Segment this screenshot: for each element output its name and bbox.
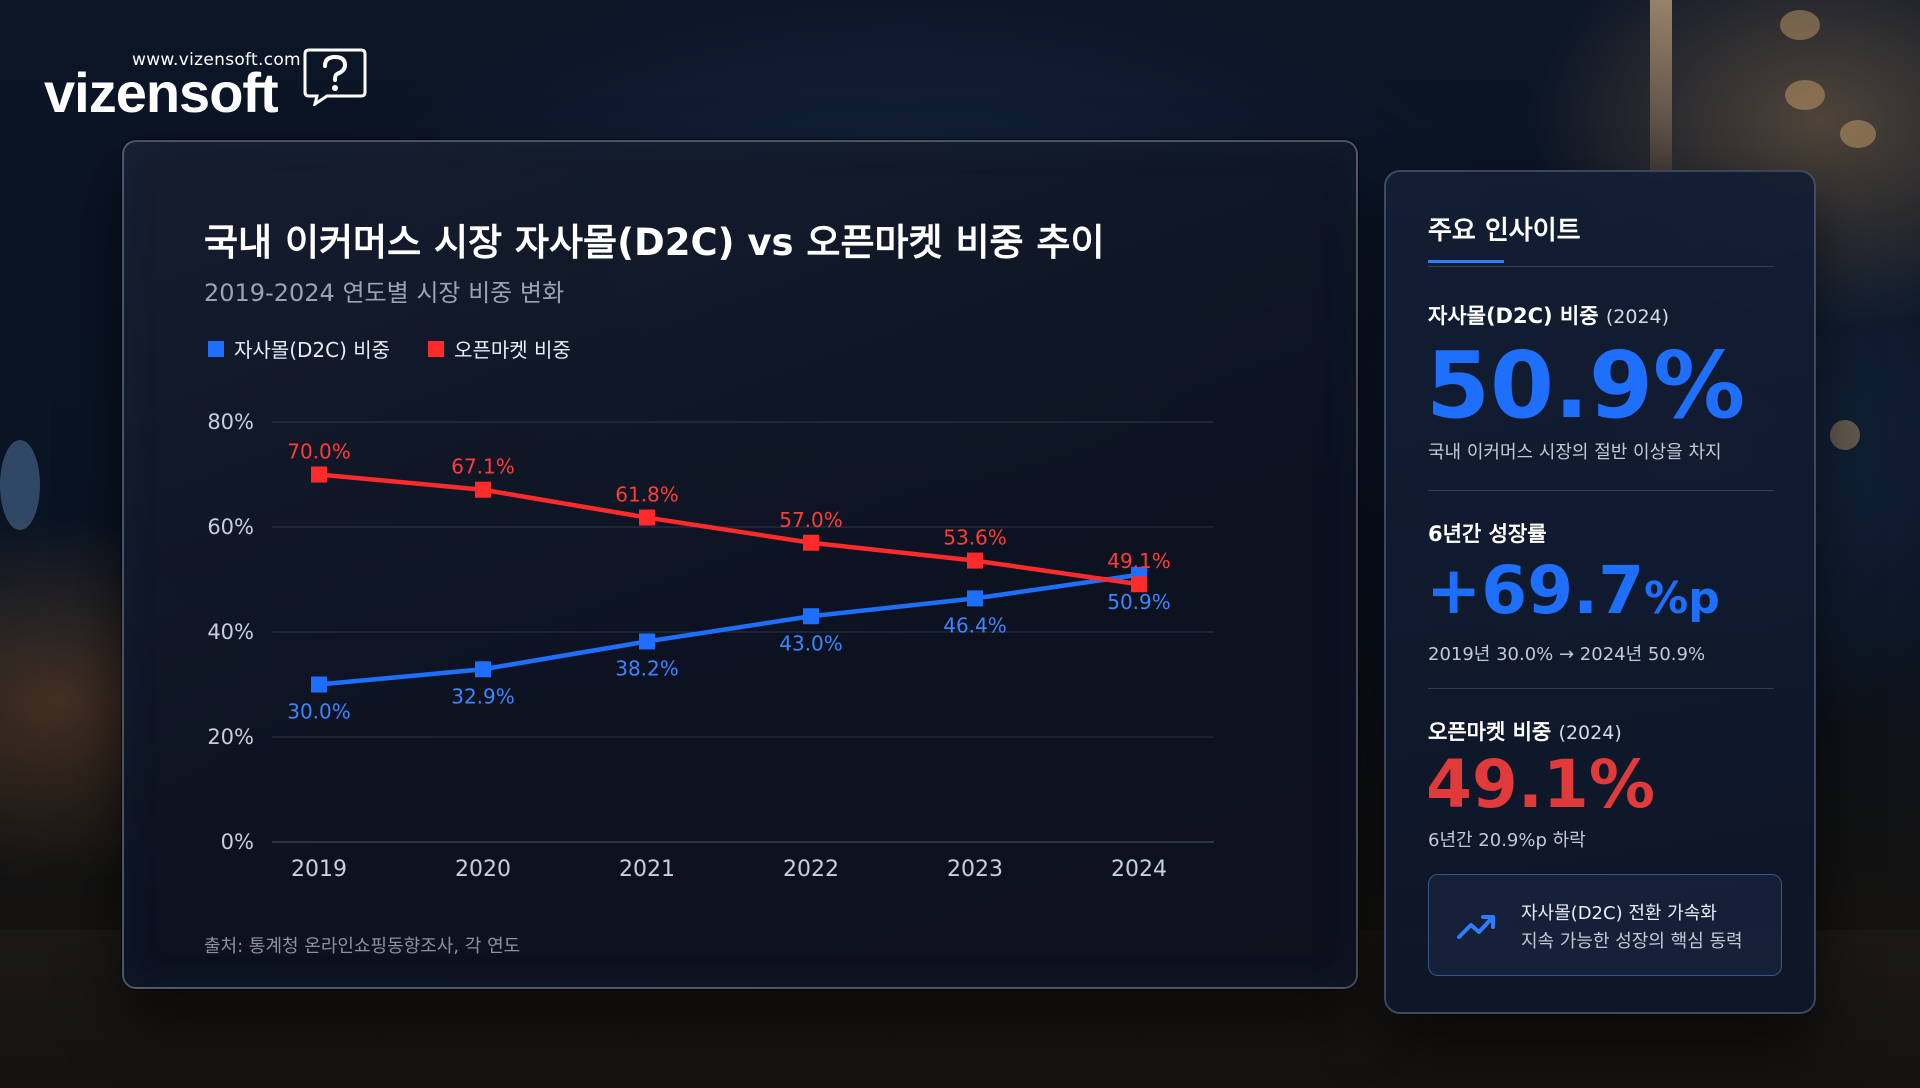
- data-point-marker: [475, 661, 491, 678]
- insight-d2c-desc: 국내 이커머스 시장의 절반 이상을 차지: [1428, 442, 1722, 463]
- data-point-marker: [967, 590, 983, 607]
- data-label: 67.1%: [451, 455, 515, 479]
- data-point-marker: [639, 633, 655, 650]
- data-label: 46.4%: [943, 613, 1007, 637]
- x-tick-label: 2024: [1111, 857, 1167, 882]
- insight-openmarket-desc: 6년간 20.9%p 하락: [1428, 830, 1586, 851]
- x-tick-label: 2021: [619, 857, 675, 882]
- data-point-marker: [803, 534, 819, 551]
- header-accent: [1428, 260, 1504, 263]
- legend-label-openmarket: 오픈마켓 비중: [454, 338, 571, 362]
- brand-logo: www.vizensoft.com vizensoft: [44, 46, 384, 126]
- y-tick-label: 0%: [221, 830, 254, 854]
- data-label: 30.0%: [287, 700, 351, 724]
- data-label: 43.0%: [779, 631, 843, 655]
- background-bokeh: [1840, 120, 1876, 148]
- insights-header: 주요 인사이트: [1428, 216, 1581, 246]
- data-label: 70.0%: [287, 440, 351, 464]
- brand-url: www.vizensoft.com: [132, 50, 301, 70]
- insight-d2c-value: 50.9%: [1426, 332, 1746, 439]
- insights-panel: 주요 인사이트 자사몰(D2C) 비중 (2024) 50.9% 국내 이커머스…: [1384, 170, 1816, 1014]
- insight-d2c-label-year: (2024): [1605, 306, 1670, 328]
- series-line: [318, 572, 1140, 687]
- brand-wordmark: vizensoft: [44, 61, 279, 124]
- data-point-marker: [967, 552, 983, 569]
- chart-title: 국내 이커머스 시장 자사몰(D2C) vs 오픈마켓 비중 추이: [204, 221, 1105, 264]
- legend-label-d2c: 자사몰(D2C) 비중: [234, 338, 391, 362]
- legend-item-d2c: 자사몰(D2C) 비중: [208, 334, 390, 363]
- data-label: 53.6%: [943, 526, 1007, 550]
- data-point-marker: [311, 466, 327, 483]
- y-tick-label: 80%: [207, 410, 254, 434]
- insight-d2c-label: 자사몰(D2C) 비중 (2024): [1428, 300, 1669, 330]
- data-point-marker: [475, 481, 491, 498]
- data-label: 32.9%: [451, 684, 515, 708]
- background-bokeh: [1785, 80, 1825, 110]
- insight-openmarket-value: 49.1%: [1426, 746, 1655, 823]
- insight-growth-desc: 2019년 30.0% → 2024년 50.9%: [1428, 644, 1706, 665]
- data-label: 61.8%: [615, 483, 679, 507]
- background-light-strip: [1650, 0, 1672, 180]
- chart-panel: 국내 이커머스 시장 자사몰(D2C) vs 오픈마켓 비중 추이 2019-2…: [122, 140, 1358, 989]
- y-tick-label: 20%: [207, 725, 254, 749]
- header-divider: [1428, 266, 1774, 267]
- x-tick-label: 2019: [291, 857, 347, 882]
- y-tick-label: 60%: [207, 515, 254, 539]
- data-label: 49.1%: [1107, 549, 1171, 573]
- data-label: 38.2%: [615, 656, 679, 680]
- question-bubble-icon: [303, 48, 367, 106]
- data-point-marker: [639, 509, 655, 526]
- insight-openmarket-label: 오픈마켓 비중 (2024): [1428, 716, 1622, 746]
- chart-subtitle: 2019-2024 연도별 시장 비중 변화: [204, 279, 565, 307]
- y-tick-label: 40%: [207, 620, 254, 644]
- insight-callout: 자사몰(D2C) 전환 가속화 지속 가능한 성장의 핵심 동력: [1428, 874, 1782, 976]
- callout-line-2: 지속 가능한 성장의 핵심 동력: [1521, 931, 1743, 952]
- callout-line-1: 자사몰(D2C) 전환 가속화: [1521, 903, 1717, 924]
- legend-item-openmarket: 오픈마켓 비중: [428, 334, 571, 363]
- insight-d2c-label-text: 자사몰(D2C) 비중: [1428, 304, 1599, 328]
- data-label: 50.9%: [1107, 590, 1171, 614]
- background-bokeh: [0, 440, 40, 530]
- insight-openmarket-label-text: 오픈마켓 비중: [1428, 720, 1552, 744]
- data-label: 57.0%: [779, 508, 843, 532]
- insight-divider: [1428, 490, 1774, 491]
- data-point-marker: [311, 676, 327, 693]
- insight-growth-label: 6년간 성장률: [1428, 522, 1547, 546]
- chart-legend: 자사몰(D2C) 비중 오픈마켓 비중: [208, 334, 571, 363]
- line-chart: 0% 20% 40% 60% 80% 2019 2020 2021 2022 2023 2024 30…: [207, 410, 1214, 882]
- insight-growth-number: +69.7: [1426, 552, 1645, 629]
- insight-openmarket-label-year: (2024): [1558, 722, 1622, 744]
- insight-growth-value: +69.7%p: [1426, 552, 1720, 629]
- series-line: [318, 472, 1140, 587]
- x-tick-label: 2023: [947, 857, 1003, 882]
- x-tick-label: 2020: [455, 857, 511, 882]
- data-point-marker: [1131, 576, 1147, 593]
- background-bokeh: [1780, 10, 1820, 40]
- insight-divider: [1428, 688, 1774, 689]
- trending-up-icon: [1457, 915, 1495, 939]
- chart-source: 출처: 통계청 온라인쇼핑동향조사, 각 연도: [204, 936, 521, 957]
- legend-swatch-openmarket: [428, 340, 445, 357]
- insight-growth-unit: %p: [1644, 573, 1720, 624]
- background-bokeh: [1830, 420, 1860, 450]
- x-tick-label: 2022: [783, 857, 839, 882]
- data-point-marker: [803, 608, 819, 625]
- legend-swatch-d2c: [208, 340, 224, 357]
